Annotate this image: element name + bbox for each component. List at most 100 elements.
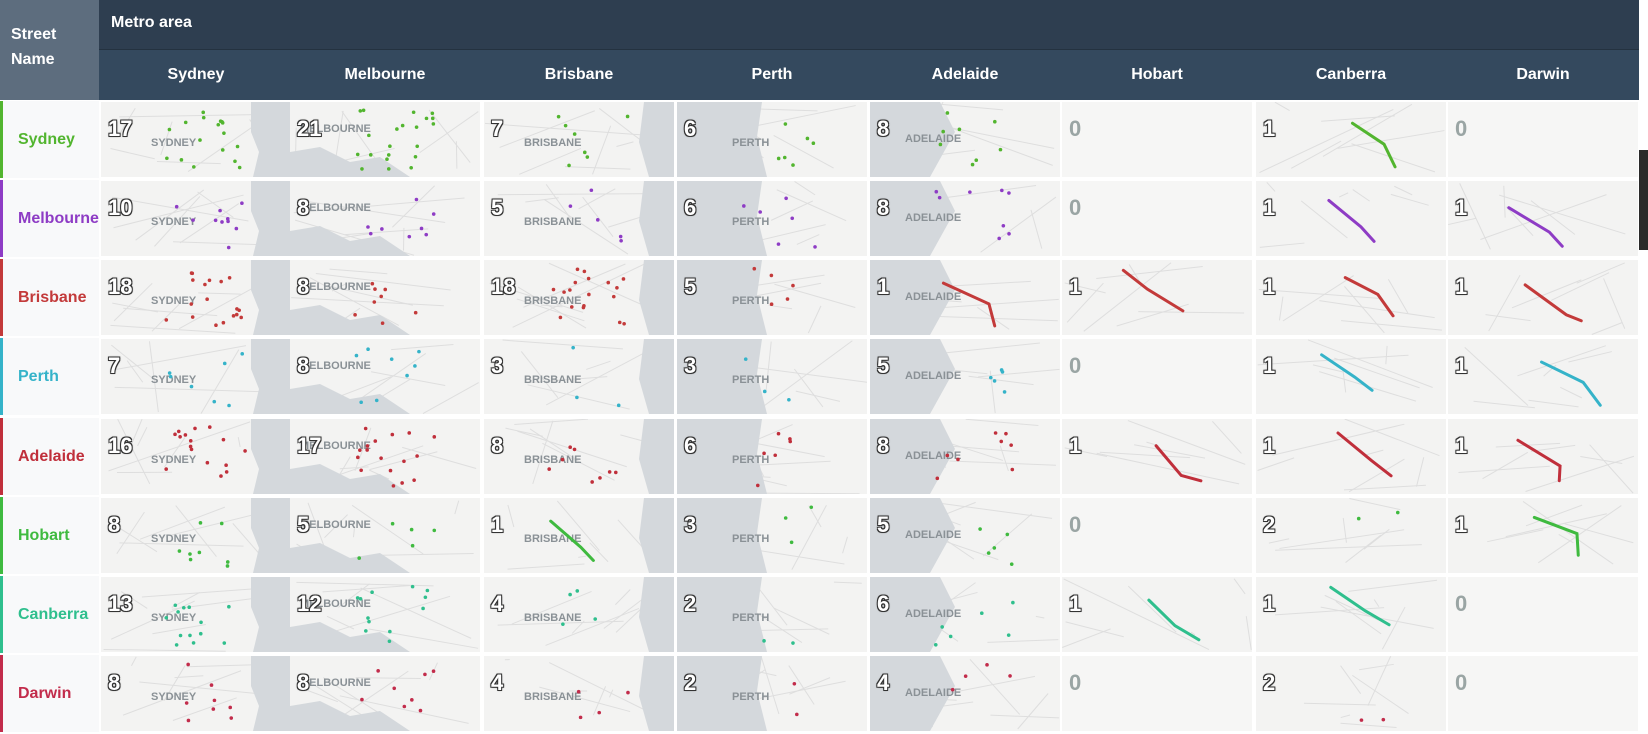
street-point <box>606 280 611 285</box>
street-point <box>407 431 412 435</box>
row-label-melbourne[interactable]: Melbourne <box>0 180 99 257</box>
map-cell-adelaide-brisbane[interactable]: BRISBANE 8 <box>484 419 674 494</box>
row-label-canberra[interactable]: Canberra <box>0 576 99 653</box>
map-cell-canberra-hobart[interactable]: 1 <box>1062 577 1252 652</box>
street-point <box>415 144 420 149</box>
map-cell-darwin-sydney[interactable]: SYDNEY 8 <box>101 656 291 731</box>
column-header-canberra[interactable]: Canberra <box>1315 66 1387 83</box>
map-cell-brisbane-darwin[interactable]: 1 <box>1448 260 1638 335</box>
map-cell-darwin-adelaide[interactable]: ADELAIDE 4 <box>870 656 1060 731</box>
map-cell-hobart-canberra[interactable]: 2 <box>1256 498 1446 573</box>
map-cell-melbourne-hobart[interactable]: 0 <box>1062 181 1252 256</box>
map-cell-brisbane-melbourne[interactable]: MELBOURNE 8 <box>290 260 480 335</box>
map-cell-sydney-brisbane[interactable]: BRISBANE 7 <box>484 102 674 177</box>
map-cell-darwin-perth[interactable]: PERTH 2 <box>677 656 867 731</box>
map-place-label: BRISBANE <box>524 612 581 624</box>
column-header-hobart[interactable]: Hobart <box>1131 66 1183 83</box>
street-point <box>366 347 370 351</box>
map-cell-perth-darwin[interactable]: 1 <box>1448 339 1638 414</box>
map-cell-canberra-darwin[interactable]: 0 <box>1448 577 1638 652</box>
street-point <box>225 560 230 564</box>
map-cell-adelaide-melbourne[interactable]: MELBOURNE 17 <box>290 419 480 494</box>
map-cell-brisbane-adelaide[interactable]: ADELAIDE 1 <box>870 260 1060 335</box>
row-label-brisbane[interactable]: Brisbane <box>0 259 99 336</box>
map-cell-sydney-sydney[interactable]: SYDNEY 17 <box>101 102 291 177</box>
row-label-hobart[interactable]: Hobart <box>0 497 99 574</box>
row-label-sydney[interactable]: Sydney <box>0 101 99 178</box>
map-cell-hobart-hobart[interactable]: 0 <box>1062 498 1252 573</box>
street-point <box>1009 443 1013 447</box>
column-header-darwin[interactable]: Darwin <box>1516 66 1570 83</box>
map-cell-hobart-adelaide[interactable]: ADELAIDE 5 <box>870 498 1060 573</box>
street-point <box>813 245 817 249</box>
map-cell-canberra-melbourne[interactable]: MELBOURNE 12 <box>290 577 480 652</box>
map-cell-melbourne-melbourne[interactable]: MELBOURNE 8 <box>290 181 480 256</box>
map-cell-perth-adelaide[interactable]: ADELAIDE 5 <box>870 339 1060 414</box>
street-point <box>380 321 385 325</box>
column-header-perth[interactable]: Perth <box>751 66 793 83</box>
map-cell-perth-sydney[interactable]: SYDNEY 7 <box>101 339 291 414</box>
map-cell-darwin-melbourne[interactable]: MELBOURNE 8 <box>290 656 480 731</box>
map-cell-adelaide-adelaide[interactable]: ADELAIDE 8 <box>870 419 1060 494</box>
map-cell-melbourne-brisbane[interactable]: BRISBANE 5 <box>484 181 674 256</box>
street-point <box>188 438 193 443</box>
street-count: 1 <box>1263 353 1276 378</box>
map-cell-brisbane-canberra[interactable]: 1 <box>1256 260 1446 335</box>
map-cell-hobart-sydney[interactable]: SYDNEY 8 <box>101 498 291 573</box>
street-point <box>220 121 225 125</box>
street-point <box>387 639 392 644</box>
map-cell-darwin-darwin[interactable]: 0 <box>1448 656 1638 731</box>
map-cell-brisbane-hobart[interactable]: 1 <box>1062 260 1252 335</box>
street-point <box>571 345 575 350</box>
map-cell-sydney-darwin[interactable]: 0 <box>1448 102 1638 177</box>
map-cell-perth-melbourne[interactable]: MELBOURNE 8 <box>290 339 480 414</box>
map-cell-hobart-perth[interactable]: PERTH 3 <box>677 498 867 573</box>
map-cell-sydney-perth[interactable]: PERTH 6 <box>677 102 867 177</box>
map-cell-adelaide-darwin[interactable]: 1 <box>1448 419 1638 494</box>
map-cell-melbourne-adelaide[interactable]: ADELAIDE 8 <box>870 181 1060 256</box>
street-count: 3 <box>684 512 697 537</box>
map-cell-brisbane-perth[interactable]: PERTH 5 <box>677 260 867 335</box>
map-cell-perth-brisbane[interactable]: BRISBANE 3 <box>484 339 674 414</box>
street-point <box>359 400 363 405</box>
metro-column-headers: Sydney Melbourne Brisbane Perth Adelaide Hoba… <box>99 49 1639 100</box>
map-cell-perth-perth[interactable]: PERTH 3 <box>677 339 867 414</box>
map-cell-hobart-brisbane[interactable]: BRISBANE 1 <box>484 498 674 573</box>
map-thumbnail: ADELAIDE <box>870 339 1060 414</box>
map-cell-darwin-hobart[interactable]: 0 <box>1062 656 1252 731</box>
map-cell-adelaide-hobart[interactable]: 1 <box>1062 419 1252 494</box>
map-cell-brisbane-brisbane[interactable]: BRISBANE 18 <box>484 260 674 335</box>
map-cell-melbourne-darwin[interactable]: 1 <box>1448 181 1638 256</box>
column-header-sydney[interactable]: Sydney <box>167 66 225 83</box>
map-cell-sydney-canberra[interactable]: 1 <box>1256 102 1446 177</box>
map-cell-canberra-canberra[interactable]: 1 <box>1256 577 1446 652</box>
map-cell-canberra-brisbane[interactable]: BRISBANE 4 <box>484 577 674 652</box>
map-cell-hobart-darwin[interactable]: 1 <box>1448 498 1638 573</box>
map-cell-perth-canberra[interactable]: 1 <box>1256 339 1446 414</box>
street-point <box>755 483 760 488</box>
map-cell-sydney-adelaide[interactable]: ADELAIDE 8 <box>870 102 1060 177</box>
map-cell-brisbane-sydney[interactable]: SYDNEY 18 <box>101 260 291 335</box>
map-cell-hobart-melbourne[interactable]: MELBOURNE 5 <box>290 498 480 573</box>
map-cell-canberra-sydney[interactable]: SYDNEY 13 <box>101 577 291 652</box>
row-label-darwin[interactable]: Darwin <box>0 655 99 732</box>
map-cell-canberra-perth[interactable]: PERTH 2 <box>677 577 867 652</box>
row-label-adelaide[interactable]: Adelaide <box>0 418 99 495</box>
map-cell-perth-hobart[interactable]: 0 <box>1062 339 1252 414</box>
map-cell-canberra-adelaide[interactable]: ADELAIDE 6 <box>870 577 1060 652</box>
street-point <box>590 480 594 484</box>
map-cell-sydney-hobart[interactable]: 0 <box>1062 102 1252 177</box>
map-cell-darwin-brisbane[interactable]: BRISBANE 4 <box>484 656 674 731</box>
column-header-brisbane[interactable]: Brisbane <box>544 66 614 83</box>
map-cell-darwin-canberra[interactable]: 2 <box>1256 656 1446 731</box>
map-cell-adelaide-sydney[interactable]: SYDNEY 16 <box>101 419 291 494</box>
row-label-perth[interactable]: Perth <box>0 338 99 415</box>
map-cell-melbourne-canberra[interactable]: 1 <box>1256 181 1446 256</box>
map-cell-melbourne-sydney[interactable]: SYDNEY 10 <box>101 181 291 256</box>
column-header-melbourne[interactable]: Melbourne <box>344 66 426 83</box>
map-cell-sydney-melbourne[interactable]: MELBOURNE 21 <box>290 102 480 177</box>
map-cell-adelaide-canberra[interactable]: 1 <box>1256 419 1446 494</box>
map-cell-melbourne-perth[interactable]: PERTH 6 <box>677 181 867 256</box>
column-header-adelaide[interactable]: Adelaide <box>931 66 999 83</box>
map-cell-adelaide-perth[interactable]: PERTH 6 <box>677 419 867 494</box>
